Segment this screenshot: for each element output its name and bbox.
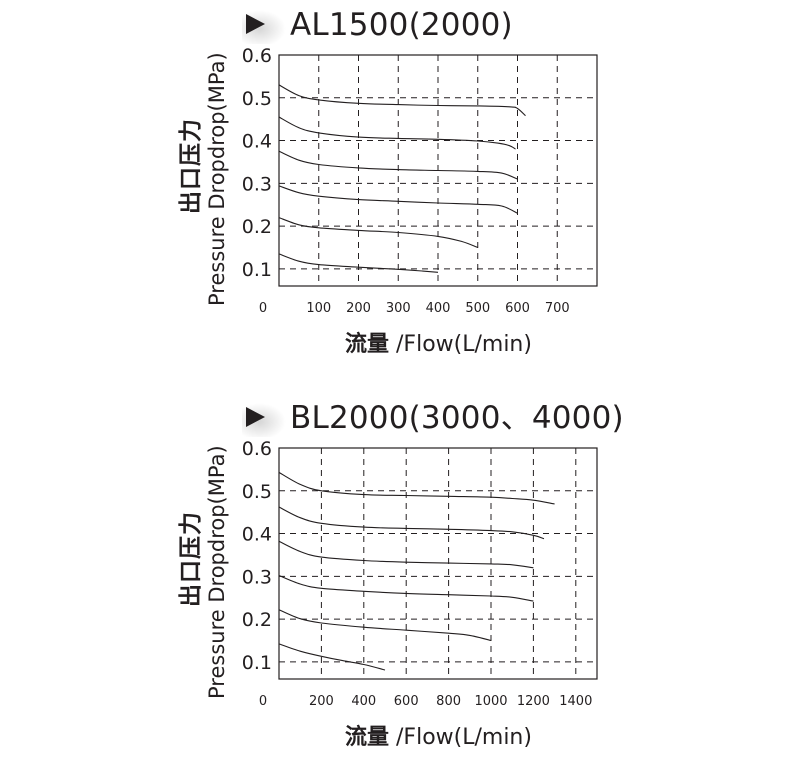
x-tick-label: 1200 [517,694,550,709]
y-tick-label: 0.1 [242,652,272,674]
x-tick-label: 1000 [474,694,507,709]
x-tick-label: 800 [436,694,461,709]
x-tick-label: 600 [505,301,530,316]
series-line-4 [278,574,534,602]
x-axis-label-en: /Flow(L/min) [389,332,532,357]
y-tick-label: 0.6 [242,438,272,460]
x-tick-label: 300 [386,301,411,316]
x-tick-label: 0 [259,301,267,316]
y-tick-label: 0.6 [242,45,272,67]
x-tick-label: 400 [351,694,376,709]
x-tick-label: 1400 [559,694,592,709]
series-line-6 [278,643,386,671]
x-axis-label: 流量 /Flow(L/min) [345,330,532,360]
series-line-3 [278,540,534,569]
chart-title: BL2000(3000、4000) [290,400,624,436]
plot-area: 0.1 0.2 0.3 0.4 0.5 0.6 0 100 200 300 400 500 600 700 [242,45,598,316]
y-tick-label: 0.5 [242,88,272,110]
y-tick-label: 0.4 [242,524,272,546]
x-axis-label-en: /Flow(L/min) [389,725,532,750]
series-line-1 [278,84,526,117]
x-tick-label: 0 [259,694,267,709]
series-line-2 [278,506,545,540]
x-tick-label: 700 [545,301,570,316]
y-tick-label: 0.4 [242,131,272,153]
x-axis-label-cn: 流量 [345,332,390,357]
series-line-3 [278,150,518,180]
series-line-6 [278,253,439,273]
series-line-5 [278,609,492,642]
y-tick-label: 0.1 [242,259,272,281]
chart-panel-al1500: AL1500(2000) 出口压力 Pressure Dropdrop(MPa)… [0,0,800,380]
y-tick-label: 0.5 [242,481,272,503]
triangle-right-icon [246,14,265,34]
plot-frame [278,447,598,680]
chart-title: AL1500(2000) [290,7,513,43]
x-tick-label: 500 [465,301,490,316]
y-tick-label: 0.2 [242,216,272,238]
x-tick-label: 600 [394,694,419,709]
x-tick-label: 200 [346,301,371,316]
plot-area: 0.1 0.2 0.3 0.4 0.5 0.6 0 200 400 600 800 1000 1200 1… [242,438,598,709]
x-axis-label: 流量 /Flow(L/min) [345,723,532,753]
chart-panel-bl2000: BL2000(3000、4000) 出口压力 Pressure Dropdrop… [0,393,800,773]
triangle-right-icon [246,407,265,427]
x-tick-label: 200 [309,694,334,709]
x-tick-label: 400 [426,301,451,316]
y-tick-label: 0.2 [242,609,272,631]
plot-frame [278,54,598,287]
series-line-4 [278,185,518,214]
y-tick-label: 0.3 [242,566,272,588]
series-line-2 [278,116,516,150]
x-axis-label-cn: 流量 [345,725,390,750]
x-tick-label: 100 [306,301,331,316]
series-line-5 [278,217,478,249]
y-tick-label: 0.3 [242,173,272,195]
series-line-1 [278,471,555,505]
